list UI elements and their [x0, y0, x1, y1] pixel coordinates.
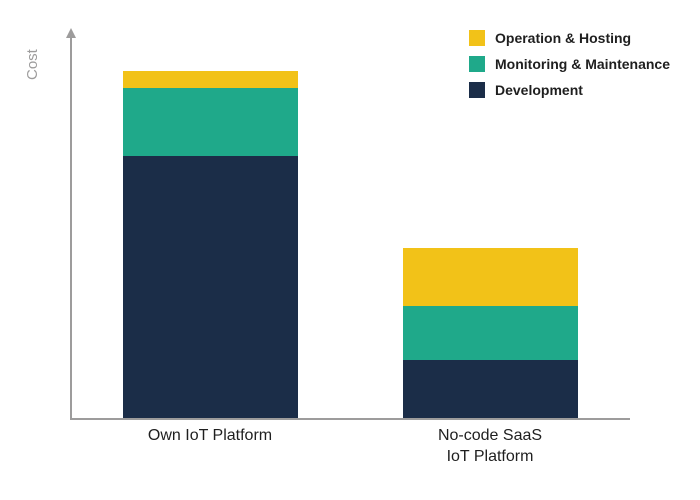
legend-swatch-icon	[469, 30, 485, 46]
segment-development	[123, 156, 298, 418]
legend-label: Monitoring & Maintenance	[495, 56, 670, 72]
segment-monitoring	[123, 88, 298, 156]
x-axis-line	[70, 418, 630, 420]
bar-slot	[70, 71, 350, 418]
segment-development	[403, 360, 578, 418]
bar-1	[403, 248, 578, 418]
x-axis-category-label: Own IoT Platform	[70, 426, 350, 468]
legend-label: Operation & Hosting	[495, 30, 631, 46]
x-axis-category-label: No-code SaaS IoT Platform	[350, 426, 630, 468]
segment-monitoring	[403, 306, 578, 359]
legend-swatch-icon	[469, 82, 485, 98]
cost-comparison-chart: Cost Own IoT PlatformNo-code SaaS IoT Pl…	[0, 0, 700, 500]
segment-operation	[403, 248, 578, 306]
legend-swatch-icon	[469, 56, 485, 72]
legend-item-development: Development	[469, 82, 670, 98]
legend-item-monitoring: Monitoring & Maintenance	[469, 56, 670, 72]
legend-label: Development	[495, 82, 583, 98]
x-axis-labels: Own IoT PlatformNo-code SaaS IoT Platfor…	[70, 426, 630, 468]
segment-operation	[123, 71, 298, 88]
bar-slot	[350, 248, 630, 418]
legend-item-operation: Operation & Hosting	[469, 30, 670, 46]
y-axis-label: Cost	[24, 49, 41, 80]
legend: Operation & Hosting Monitoring & Maintena…	[469, 30, 670, 108]
bar-0	[123, 71, 298, 418]
